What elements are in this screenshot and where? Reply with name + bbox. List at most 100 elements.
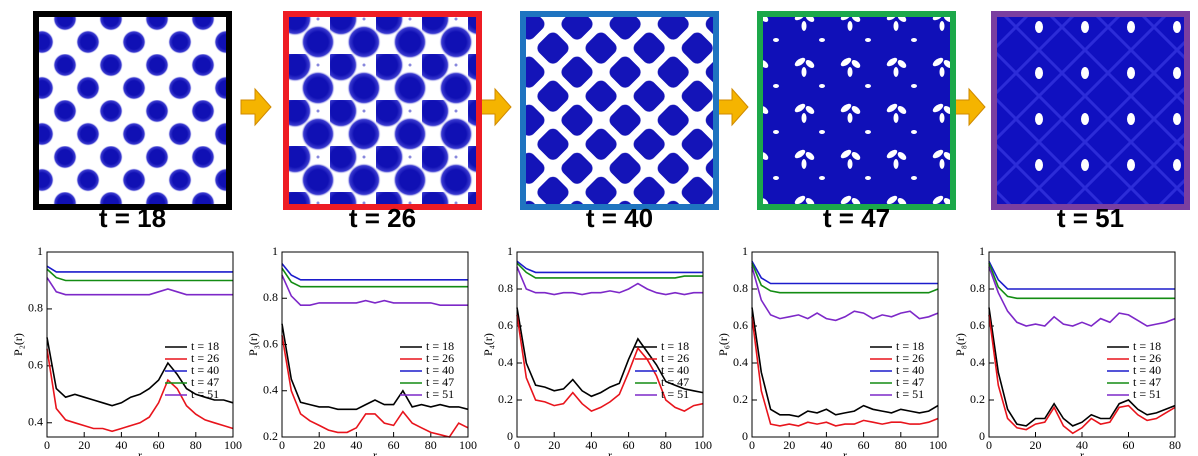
y-tick-label: 1 xyxy=(979,244,985,258)
legend-label: t = 40 xyxy=(896,363,924,377)
y-tick-label: 0.2 xyxy=(970,392,985,406)
x-tick-label: 100 xyxy=(224,438,242,452)
x-tick-label: 0 xyxy=(279,438,285,452)
legend-label: t = 47 xyxy=(661,375,689,389)
legend-label: t = 18 xyxy=(426,339,454,353)
x-tick-label: 60 xyxy=(388,438,400,452)
legend-label: t = 26 xyxy=(426,351,454,365)
series-line xyxy=(516,307,704,398)
series-line xyxy=(46,268,233,282)
arrow xyxy=(240,87,272,127)
y-tick-label: 0.6 xyxy=(263,336,278,350)
panel-image xyxy=(994,14,1187,207)
panel-frame xyxy=(283,11,482,210)
panel-frame xyxy=(520,11,719,210)
y-tick-label: 0.2 xyxy=(498,392,513,406)
panel-label: t = 40 xyxy=(586,203,653,233)
series-line xyxy=(281,274,468,306)
series-line xyxy=(988,314,1176,435)
legend-label: t = 51 xyxy=(426,387,454,401)
x-tick-label: 20 xyxy=(1030,438,1042,452)
arrows xyxy=(240,87,986,127)
legend-label: t = 47 xyxy=(191,375,219,389)
legend-label: t = 47 xyxy=(896,375,924,389)
y-tick-label: 0.6 xyxy=(970,318,985,332)
series-line xyxy=(516,262,703,279)
x-axis-label: r xyxy=(373,448,377,456)
x-tick-label: 100 xyxy=(459,438,477,452)
x-tick-label: 20 xyxy=(78,438,90,452)
y-tick-label: 0.6 xyxy=(733,318,748,332)
panel-frame xyxy=(33,11,232,210)
x-tick-label: 0 xyxy=(514,438,520,452)
plot-frame xyxy=(516,251,704,438)
y-tick-label: 0.6 xyxy=(498,318,513,332)
series-line xyxy=(751,266,939,322)
series-line xyxy=(988,266,1176,327)
y-axis-label: P₃(r) xyxy=(246,333,260,356)
plot-frame xyxy=(988,251,1176,438)
x-tick-label: 40 xyxy=(820,438,832,452)
x-tick-label: 100 xyxy=(929,438,947,452)
series-line xyxy=(988,260,1175,290)
x-axis-label: r xyxy=(1080,448,1084,456)
x-tick-label: 80 xyxy=(895,438,907,452)
legend-label: t = 40 xyxy=(426,363,454,377)
series-line xyxy=(46,348,234,433)
legend-label: t = 51 xyxy=(191,387,219,401)
legend-label: t = 18 xyxy=(896,339,924,353)
panel-label: t = 47 xyxy=(823,203,890,233)
x-axis-label: r xyxy=(608,448,612,456)
y-tick-label: 0 xyxy=(742,429,748,443)
x-tick-label: 40 xyxy=(1076,438,1088,452)
x-tick-label: 60 xyxy=(153,438,165,452)
panel-image xyxy=(760,14,953,207)
arrow xyxy=(717,87,749,127)
x-tick-label: 60 xyxy=(1123,438,1135,452)
plot-frame xyxy=(46,251,234,438)
legend-label: t = 18 xyxy=(191,339,219,353)
y-tick-label: 0 xyxy=(507,429,513,443)
arrow xyxy=(954,87,986,127)
x-tick-label: 40 xyxy=(585,438,597,452)
series-line xyxy=(751,316,939,427)
panel-frame xyxy=(757,11,956,210)
legend-label: t = 47 xyxy=(426,375,454,389)
panel-label: t = 51 xyxy=(1057,203,1124,233)
x-tick-label: 60 xyxy=(858,438,870,452)
x-tick-label: 80 xyxy=(660,438,672,452)
x-axis-label: r xyxy=(843,448,847,456)
y-tick-label: 0.8 xyxy=(263,290,278,304)
legend-label: t = 26 xyxy=(1133,351,1161,365)
legend-label: t = 26 xyxy=(191,351,219,365)
y-tick-label: 0.4 xyxy=(733,355,748,369)
arrow xyxy=(480,87,512,127)
y-tick-label: 1 xyxy=(507,244,513,258)
x-tick-label: 80 xyxy=(1169,438,1181,452)
series-line xyxy=(46,337,234,407)
x-tick-label: 80 xyxy=(425,438,437,452)
x-tick-label: 40 xyxy=(115,438,127,452)
y-tick-label: 0 xyxy=(979,429,985,443)
x-tick-label: 20 xyxy=(313,438,325,452)
y-tick-label: 1 xyxy=(742,244,748,258)
series-line xyxy=(281,335,469,438)
y-tick-label: 0.4 xyxy=(498,355,513,369)
panel-image xyxy=(523,14,716,207)
y-tick-label: 0.2 xyxy=(733,392,748,406)
y-tick-label: 1 xyxy=(272,244,278,258)
panel-frame xyxy=(991,11,1190,210)
series-line xyxy=(516,266,703,296)
y-axis-label: P₆(r) xyxy=(716,333,730,356)
y-tick-label: 0.8 xyxy=(733,281,748,295)
x-tick-label: 100 xyxy=(694,438,712,452)
series-line xyxy=(751,262,939,294)
legend-label: t = 40 xyxy=(661,363,689,377)
x-tick-label: 60 xyxy=(623,438,635,452)
y-tick-label: 0.2 xyxy=(263,429,278,443)
legend-label: t = 18 xyxy=(1133,339,1161,353)
series-line xyxy=(516,260,703,274)
y-tick-label: 0.4 xyxy=(970,355,985,369)
x-tick-label: 20 xyxy=(783,438,795,452)
